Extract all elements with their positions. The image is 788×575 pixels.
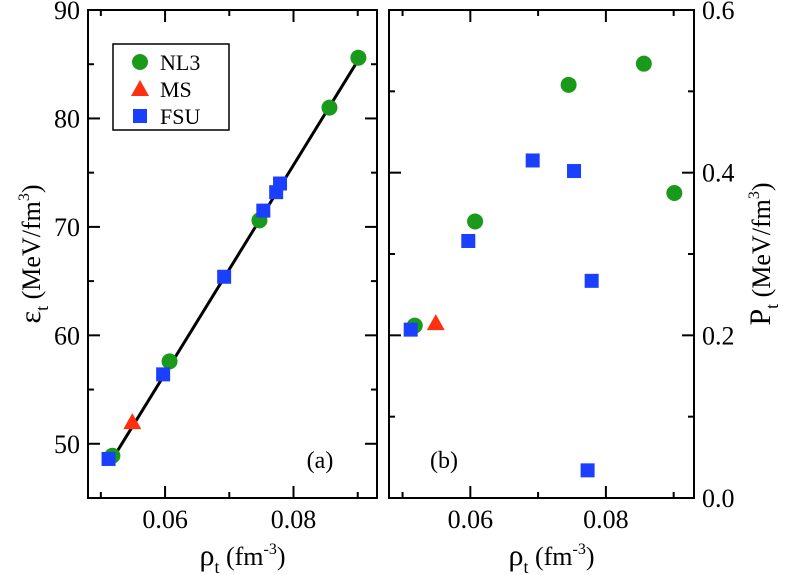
legend-label-fsu: FSU	[160, 104, 200, 129]
data-point-nl3	[161, 353, 178, 370]
y-tick-label: 80	[54, 104, 80, 133]
data-point-ms	[123, 413, 142, 430]
legend-box	[112, 43, 230, 131]
y-axis-label-exponent: 3	[746, 191, 763, 199]
legend-label-nl3: NL3	[160, 50, 200, 75]
data-point-nl3	[635, 55, 652, 72]
data-point-fsu	[256, 203, 271, 218]
x-axis-label-exponent: -3	[573, 541, 586, 558]
panel-label: (a)	[307, 448, 334, 474]
y-tick-label: 50	[54, 430, 80, 459]
data-point-ms	[426, 314, 445, 331]
x-axis-label-symbol: ρ	[199, 539, 214, 572]
x-axis-label-symbol: ρ	[508, 539, 523, 572]
y-axis-label-symbol: P	[744, 309, 777, 326]
y-axis-label-unit: (MeV/fm	[17, 201, 46, 306]
data-point-nl3	[467, 213, 484, 230]
data-point-fsu	[101, 451, 116, 466]
plot-frame	[87, 9, 378, 499]
y-axis-label-close: )	[17, 185, 46, 194]
data-point-fsu	[567, 164, 582, 179]
data-point-nl3	[560, 76, 577, 93]
data-point-fsu	[525, 153, 540, 168]
data-point-fsu	[461, 233, 476, 248]
y-tick-label: 0.2	[702, 321, 735, 350]
y-axis-label: εt (MeV/fm3)	[14, 185, 52, 324]
y-tick-label: 90	[54, 0, 80, 25]
y-axis-label: Pt (MeV/fm3)	[744, 182, 782, 325]
data-point-fsu	[273, 176, 288, 191]
x-axis-label-unit: (fm	[219, 542, 263, 571]
data-point-nl3	[321, 99, 338, 116]
panel-label: (b)	[430, 448, 458, 474]
x-tick-label: 0.06	[142, 505, 188, 534]
data-point-fsu	[156, 367, 171, 382]
series-ms	[426, 314, 445, 331]
x-tick-label: 0.08	[583, 505, 629, 534]
legend-marker-ms	[131, 80, 149, 96]
y-tick-label: 60	[54, 321, 80, 350]
data-point-fsu	[580, 463, 595, 478]
x-tick-label: 0.06	[448, 505, 494, 534]
series-fsu	[403, 153, 599, 478]
y-axis-label-unit: (MeV/fm	[747, 199, 776, 304]
legend-marker-fsu	[133, 109, 147, 123]
x-axis-label-subscript: t	[523, 557, 528, 575]
y-axis-label-close: )	[747, 182, 776, 191]
y-tick-label: 0.4	[702, 159, 735, 188]
x-axis-label-close: )	[277, 542, 286, 571]
y-tick-label: 70	[54, 213, 80, 242]
series-nl3	[406, 55, 683, 334]
data-point-nl3	[666, 185, 683, 201]
y-axis-label-subscript: t	[762, 304, 782, 309]
x-axis-label-exponent: -3	[264, 541, 277, 558]
x-axis-label-subscript: t	[214, 557, 219, 575]
series-ms	[123, 413, 142, 430]
data-point-fsu	[403, 322, 418, 337]
y-tick-label: 0.6	[702, 0, 735, 25]
data-point-fsu	[584, 273, 599, 288]
series-fsu	[101, 176, 288, 466]
x-axis-label: ρt (fm-3)	[508, 539, 594, 575]
x-axis-label-unit: (fm	[528, 542, 572, 571]
y-axis-label-symbol: ε	[14, 311, 47, 324]
plot-frame	[388, 9, 695, 499]
fit-line	[109, 54, 363, 463]
y-axis-label-exponent: 3	[16, 193, 33, 201]
data-point-fsu	[217, 269, 232, 284]
y-tick-label: 0.0	[702, 484, 735, 513]
panel-b: 0.06 0.080.00.20.40.6(b)ρt (fm-3)Pt (MeV/…	[388, 0, 782, 575]
y-axis-label-subscript: t	[32, 306, 52, 311]
legend-marker-nl3	[132, 54, 148, 70]
data-point-nl3	[350, 49, 367, 66]
x-axis-label-close: )	[586, 542, 595, 571]
x-axis-label: ρt (fm-3)	[199, 539, 285, 575]
legend-label-ms: MS	[160, 77, 192, 102]
x-tick-label: 0.08	[271, 505, 317, 534]
